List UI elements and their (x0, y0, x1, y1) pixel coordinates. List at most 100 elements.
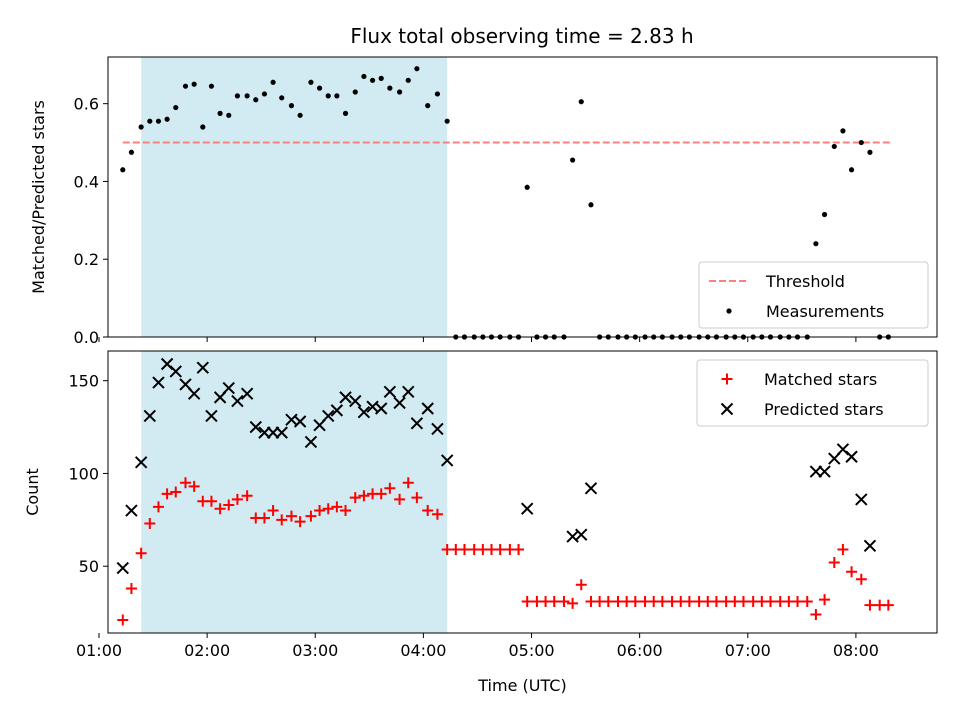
data-point (837, 544, 849, 556)
data-point (813, 241, 819, 247)
data-point (845, 450, 858, 463)
data-point (855, 493, 868, 506)
data-point (226, 112, 232, 118)
data-point (144, 518, 156, 530)
data-point (314, 505, 326, 517)
y-axis-label: Matched/Predicted stars (29, 100, 48, 294)
data-point (578, 99, 584, 105)
data-point (152, 376, 165, 389)
data-point (125, 582, 137, 594)
data-point (378, 75, 384, 81)
observing-span (141, 57, 448, 337)
legend-measurements-swatch (726, 308, 732, 314)
data-point (575, 579, 587, 591)
y-tick-label: 0.2 (74, 250, 99, 269)
data-point (330, 404, 344, 417)
data-point (253, 97, 259, 103)
data-point (810, 608, 822, 620)
data-point (349, 394, 362, 408)
data-point (764, 595, 776, 607)
data-point (316, 85, 323, 91)
data-point (513, 544, 525, 556)
data-point (170, 486, 182, 498)
data-point (393, 396, 406, 410)
data-point (434, 91, 441, 97)
data-point (629, 595, 641, 607)
data-point (846, 566, 858, 578)
data-point (801, 595, 813, 607)
data-point (258, 512, 270, 524)
axes-frame (107, 350, 938, 634)
data-point (322, 409, 335, 423)
y-tick-label: 100 (68, 464, 99, 483)
data-point (173, 104, 179, 111)
data-point (575, 528, 588, 541)
data-point (244, 93, 250, 99)
data-point (410, 417, 424, 430)
data-point (431, 422, 444, 436)
data-point (222, 381, 235, 395)
data-point (440, 454, 454, 467)
data-point (334, 93, 340, 99)
data-point (340, 505, 352, 517)
y-axis-label: Count (23, 468, 42, 516)
data-point (169, 365, 182, 378)
data-point (584, 482, 598, 495)
data-point (276, 514, 288, 526)
data-point (240, 387, 254, 400)
data-point (288, 103, 295, 109)
data-point (840, 128, 846, 134)
data-point (357, 406, 371, 419)
legend-label: Threshold (765, 272, 845, 291)
data-point (858, 139, 864, 146)
data-point (358, 490, 370, 502)
data-point (187, 387, 201, 400)
data-point (792, 595, 804, 607)
data-point (231, 394, 244, 408)
x-tick-label: 05:00 (508, 641, 554, 660)
data-point (285, 510, 297, 522)
legend-box (698, 261, 929, 329)
data-point (125, 504, 138, 517)
data-point (819, 594, 831, 606)
data-point (164, 116, 170, 122)
data-point (567, 597, 579, 609)
data-point (231, 493, 243, 505)
observing-span (141, 351, 448, 633)
data-point (217, 110, 223, 116)
data-point (325, 93, 331, 99)
data-point (188, 480, 200, 492)
data-point (279, 95, 285, 101)
data-point (737, 595, 749, 607)
data-point (143, 409, 157, 423)
data-point (384, 482, 396, 494)
data-point (818, 465, 831, 478)
data-point (155, 118, 162, 124)
data-point (322, 503, 334, 515)
data-point (293, 415, 307, 428)
data-point (120, 167, 126, 173)
y-tick-label: 150 (68, 372, 99, 391)
data-point (261, 91, 268, 97)
data-point (179, 477, 191, 489)
data-point (305, 510, 317, 522)
data-point (588, 202, 594, 208)
data-point (294, 516, 306, 528)
data-point (214, 503, 226, 515)
series-matched-stars (117, 477, 894, 626)
data-point (304, 435, 318, 449)
data-point (396, 89, 403, 95)
data-point (405, 77, 411, 83)
data-point (339, 391, 352, 404)
data-point (297, 112, 303, 118)
data-point (308, 79, 314, 85)
data-point (402, 385, 415, 399)
data-point (683, 595, 695, 607)
data-point (828, 557, 840, 568)
data-point (128, 149, 135, 155)
series-predicted-stars (116, 357, 877, 575)
x-tick-label: 04:00 (400, 641, 446, 660)
data-point (570, 157, 576, 163)
data-point (275, 426, 288, 439)
